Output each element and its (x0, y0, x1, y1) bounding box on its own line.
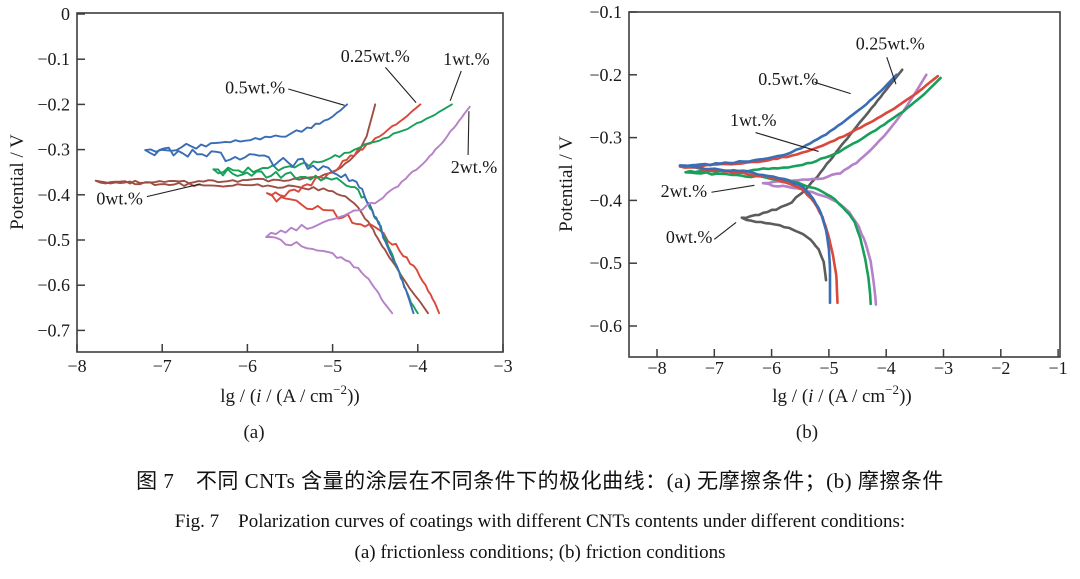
curve-2wt.% (265, 105, 471, 315)
curve-0wt.% (94, 103, 429, 315)
x-tick-label: −3 (493, 356, 512, 376)
annotation-0.5wt.%: 0.5wt.% (225, 78, 345, 106)
y-tick-label: −0.1 (589, 2, 622, 22)
curve-0.5wt.% (678, 73, 898, 305)
annotation-0wt.%: 0wt.% (666, 221, 737, 247)
caption-english: Fig. 7 Polarization curves of coatings w… (174, 511, 906, 532)
y-tick-label: −0.2 (589, 65, 622, 85)
y-tick-label: −0.5 (37, 230, 70, 250)
annotation-pointer-line (713, 221, 737, 240)
curve-0.25wt.% (678, 74, 940, 305)
annotation-0.25wt.%: 0.25wt.% (341, 46, 417, 103)
annotation-pointer-line (146, 183, 201, 198)
y-tick-label: −0.1 (37, 49, 70, 69)
y-tick-label: −0.3 (37, 140, 70, 160)
x-tick-label: −1 (1049, 358, 1068, 378)
x-tick-label: −2 (991, 358, 1010, 378)
x-tick-label: −7 (153, 356, 172, 376)
x-tick-label: −4 (877, 358, 896, 378)
y-tick-label: −0.7 (37, 320, 70, 340)
annotation-label: 1wt.% (443, 49, 490, 69)
annotation-pointer-line (467, 111, 470, 156)
annotation-2wt.%: 2wt.% (451, 111, 498, 177)
curve-0.5wt.% (144, 103, 415, 315)
annotation-0.5wt.%: 0.5wt.% (758, 69, 851, 95)
axes-frame (76, 12, 504, 353)
panel-letter: (b) (796, 422, 818, 443)
y-tick-label: −0.5 (589, 253, 622, 273)
curve-1wt.% (212, 103, 453, 315)
y-tick-label: −0.6 (589, 316, 622, 336)
x-axis: −8 −7 −6 −5 −4 −3 (67, 344, 513, 376)
x-tick-label: −4 (408, 356, 427, 376)
panel-letter: (a) (243, 422, 264, 443)
annotation-label: 0wt.% (96, 188, 143, 208)
x-tick-label: −8 (67, 356, 86, 376)
y-axis-label: Potential / V (7, 134, 28, 230)
annotation-pointer-line (886, 57, 897, 85)
curve-0.25wt.% (266, 103, 441, 315)
x-axis: −8 −7 −6 −5 −4 −3 −2 −1 (647, 349, 1068, 378)
y-tick-label: −0.2 (37, 94, 70, 114)
x-tick-label: −3 (934, 358, 953, 378)
annotation-2wt.%: 2wt.% (661, 181, 755, 201)
annotation-1wt.%: 1wt.% (730, 110, 819, 152)
annotation-1wt.%: 1wt.% (443, 49, 490, 101)
annotation-label: 2wt.% (661, 181, 708, 201)
annotation-pointer-line (385, 66, 417, 103)
annotation-label: 0wt.% (666, 227, 713, 247)
x-tick-label: −6 (762, 358, 781, 378)
annotation-label: 1wt.% (730, 110, 777, 130)
annotation-pointer-line (814, 81, 851, 95)
y-axis: 0 −0.1 −0.2 −0.3 −0.4 −0.5 −0.6 −0.7 (37, 4, 85, 340)
y-axis: −0.1 −0.2 −0.3 −0.4 −0.5 −0.6 (589, 2, 637, 336)
x-tick-label: −5 (819, 358, 838, 378)
y-axis-label: Potential / V (556, 136, 577, 232)
caption-english-subitems: (a) frictionless conditions; (b) frictio… (354, 542, 726, 563)
y-tick-label: −0.4 (37, 185, 70, 205)
annotation-pointer-line (755, 132, 819, 152)
annotation-label: 0.5wt.% (758, 69, 818, 89)
annotation-label: 0.5wt.% (225, 78, 285, 98)
y-tick-label: −0.6 (37, 275, 70, 295)
curve-0wt.% (740, 68, 904, 282)
x-axis-label: lg / (i / (A / cm−2)) (220, 382, 359, 407)
polarization-plot-a: −8 −7 −6 −5 −4 −3 0 −0.1 −0.2 −0.3 −0.4 −0.5 −0.6 −0.… (7, 4, 513, 443)
annotation-0wt.%: 0wt.% (96, 183, 201, 208)
polarization-plot-b: −8 −7 −6 −5 −4 −3 −2 −1 −0.1 −0.2 −0.3 −0.4 −0.5 −0.6… (556, 2, 1068, 443)
caption-chinese: 图 7 不同 CNTs 含量的涂层在不同条件下的极化曲线：(a) 无摩擦条件；(… (136, 469, 944, 493)
axes-frame (628, 11, 1061, 358)
annotation-label: 0.25wt.% (856, 33, 925, 53)
curve-2wt.% (761, 73, 928, 306)
annotation-label: 2wt.% (451, 157, 498, 177)
annotation-0.25wt.%: 0.25wt.% (856, 33, 925, 85)
annotation-label: 0.25wt.% (341, 46, 410, 66)
x-tick-label: −8 (647, 358, 666, 378)
y-tick-label: 0 (61, 4, 70, 24)
y-tick-label: −0.4 (589, 190, 622, 210)
x-tick-label: −5 (323, 356, 342, 376)
y-tick-label: −0.3 (589, 128, 622, 148)
annotation-pointer-line (711, 184, 755, 193)
curve-1wt.% (684, 76, 942, 306)
annotation-pointer-line (449, 70, 462, 101)
figure-captions: 图 7 不同 CNTs 含量的涂层在不同条件下的极化曲线：(a) 无摩擦条件；(… (0, 465, 1080, 564)
x-axis-label: lg / (i / (A / cm−2)) (772, 382, 911, 407)
x-tick-label: −7 (705, 358, 724, 378)
annotation-pointer-line (288, 88, 345, 106)
x-tick-label: −6 (238, 356, 257, 376)
polarization-figure-canvas: −8 −7 −6 −5 −4 −30−0.1−0.2−0.3−0.4−0.5−0.6−0.… (7, 2, 1068, 443)
